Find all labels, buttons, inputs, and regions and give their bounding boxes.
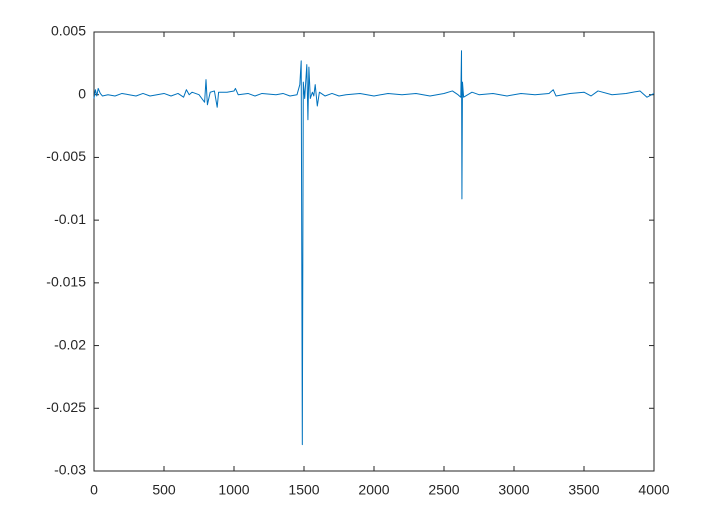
y-tick-label: -0.025: [46, 399, 86, 415]
x-tick-label: 3500: [568, 482, 599, 498]
y-tick-label: -0.01: [54, 211, 86, 227]
y-tick-label: 0.005: [51, 23, 86, 39]
y-tick-label: 0: [78, 85, 86, 101]
y-tick-label: -0.02: [54, 336, 86, 352]
data-line: [93, 50, 655, 446]
axes-box: [93, 31, 655, 472]
x-tick-label: 3000: [498, 482, 529, 498]
y-tick-label: -0.03: [54, 462, 86, 478]
y-tick-label: -0.015: [46, 274, 86, 290]
x-tick-label: 500: [152, 482, 176, 498]
x-tick-label: 2500: [428, 482, 459, 498]
x-tick-label: 0: [90, 482, 98, 498]
x-tick-label: 1500: [288, 482, 319, 498]
y-tick-label: -0.005: [46, 148, 86, 164]
x-tick-label: 2000: [358, 482, 389, 498]
x-tick-label: 4000: [638, 482, 669, 498]
x-tick-label: 1000: [218, 482, 249, 498]
